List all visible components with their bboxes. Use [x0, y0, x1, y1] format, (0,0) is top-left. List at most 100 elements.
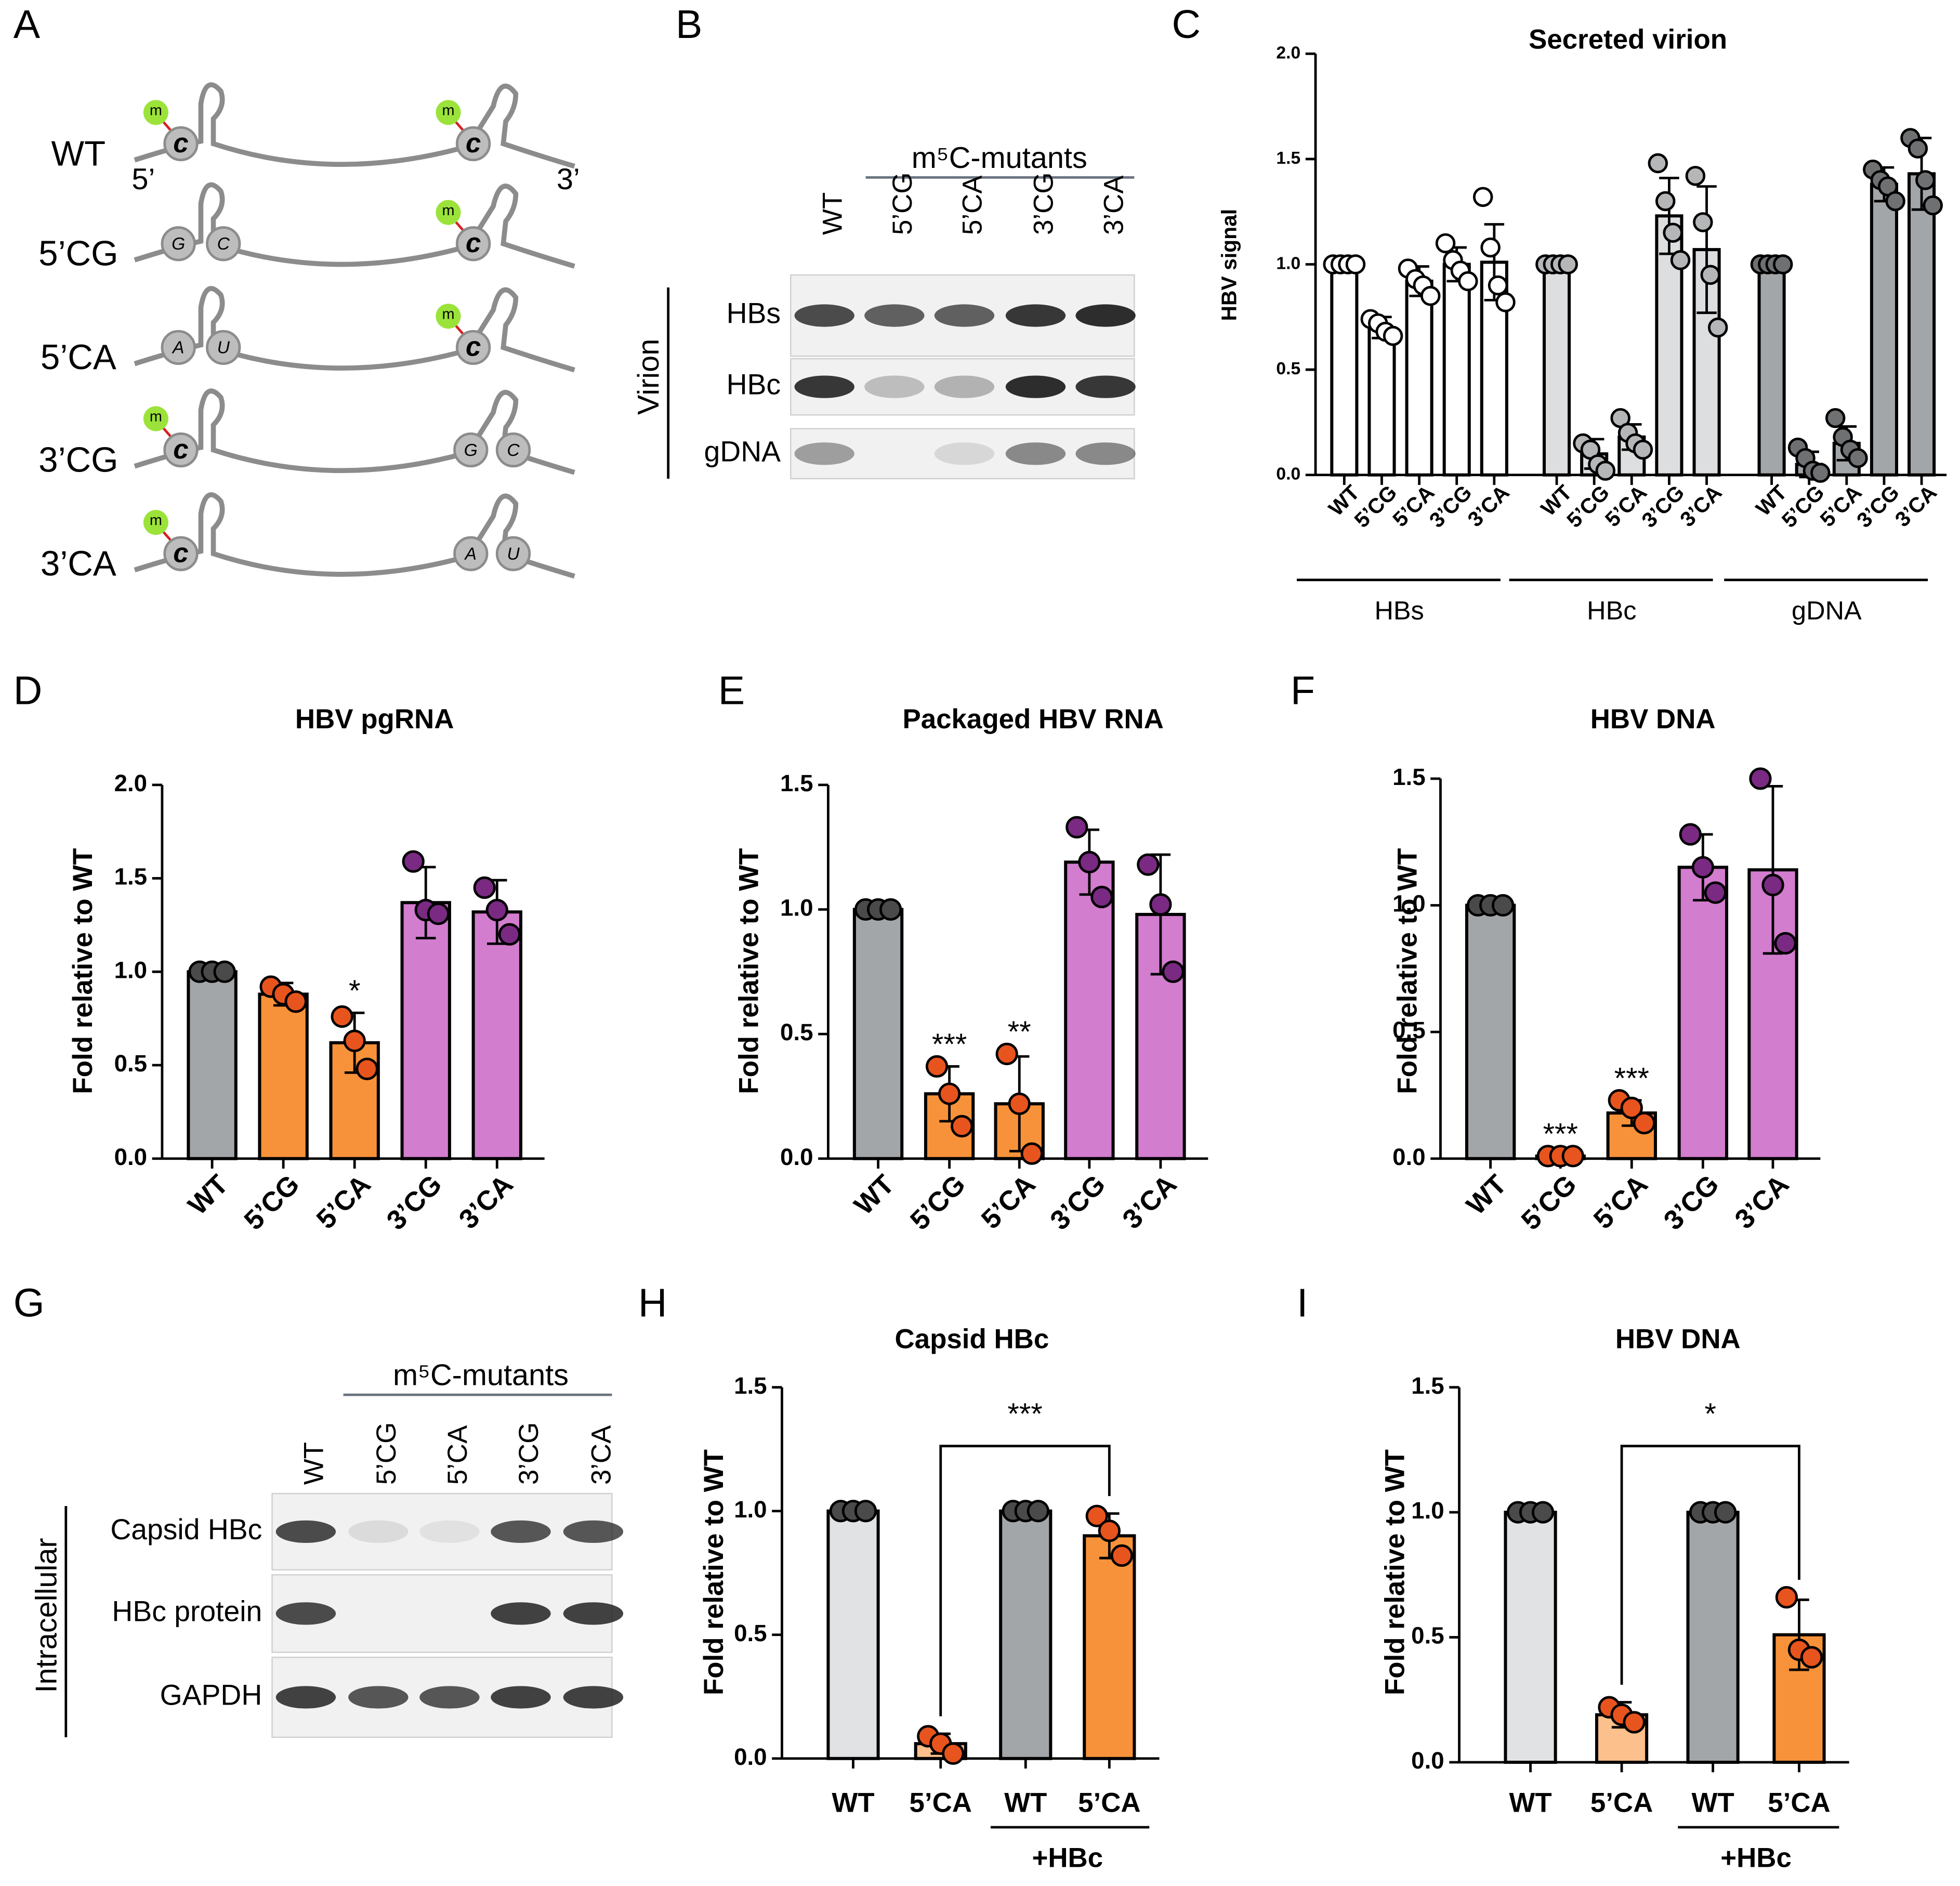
data-point [1749, 767, 1772, 790]
y-axis-label: Fold relative to WT [1392, 848, 1423, 1094]
x-tick-label: 3’CG [1852, 480, 1904, 532]
data-point [1685, 166, 1706, 186]
blot-row-label: HBc [727, 369, 781, 401]
data-point [1383, 326, 1403, 346]
data-point [1810, 463, 1831, 483]
data-point [951, 1115, 974, 1138]
nucleotide [161, 226, 196, 261]
bar [400, 901, 451, 1160]
data-point [1090, 885, 1113, 909]
data-point [995, 1042, 1018, 1066]
bar [1330, 263, 1359, 477]
bar [1367, 326, 1396, 477]
blot-group-label: m⁵C-mutants [912, 141, 1087, 175]
panel-label: A [14, 2, 41, 47]
group-label: +HBc [1720, 1842, 1792, 1873]
y-tick-label: 0.0 [1392, 1144, 1426, 1170]
bar [1677, 866, 1729, 1160]
y-tick-label: 0.0 [734, 1744, 767, 1770]
x-tick-label: 5’CG [1350, 480, 1402, 532]
x-tick-label: 3’CG [381, 1169, 448, 1236]
construct-label: 3’CA [41, 544, 116, 583]
rna-strand [134, 82, 575, 169]
chart-title: HBV pgRNA [295, 704, 454, 735]
data-point [1595, 461, 1616, 481]
significance: *** [1614, 1062, 1649, 1095]
nucleotide-letter: G [172, 234, 185, 254]
data-point [1623, 1711, 1646, 1734]
x-tick-label: 3’CA [1675, 480, 1726, 531]
five-prime: 5’ [131, 163, 155, 196]
data-point [1008, 1092, 1031, 1115]
x-tick-label: WT [832, 1788, 874, 1818]
data-point [485, 899, 508, 922]
data-point [1458, 271, 1478, 292]
data-point [1679, 823, 1702, 846]
y-tick-label: 2.0 [1276, 43, 1300, 62]
bar [999, 1509, 1053, 1760]
y-tick-label: 1.0 [1392, 890, 1426, 917]
data-point [1700, 265, 1721, 285]
y-tick-label: 1.5 [734, 1372, 767, 1399]
data-point [1915, 170, 1936, 190]
x-tick-label: 5’CG [904, 1169, 971, 1236]
bar [258, 992, 309, 1160]
data-point [498, 923, 521, 946]
chart-title: Packaged HBV RNA [902, 704, 1163, 735]
band [1075, 304, 1136, 327]
data-point [1633, 439, 1653, 460]
y-tick-label: 1.0 [1411, 1497, 1444, 1524]
data-point [1848, 448, 1868, 468]
bar [1465, 903, 1516, 1160]
cytidine [455, 330, 491, 365]
y-tick-label: 1.5 [1392, 764, 1426, 790]
x-tick-label: 5’CA [1590, 1788, 1653, 1818]
y-tick-label: 0.5 [1276, 359, 1300, 378]
data-point [356, 1057, 378, 1080]
rna-strand [134, 492, 575, 579]
panel-label: B [676, 2, 702, 47]
lane-label: 5’CA [442, 1425, 473, 1485]
cytidine [455, 226, 491, 261]
group-label: HBs [1374, 595, 1424, 625]
methyl-group [143, 100, 168, 125]
rna-strand [134, 182, 575, 269]
x-tick-label: 5’CG [1562, 480, 1614, 532]
data-point [854, 1500, 877, 1523]
rna-strand [134, 388, 575, 475]
data-point [1531, 1501, 1555, 1524]
x-tick-label: 3’CA [1890, 480, 1941, 531]
data-point [1345, 254, 1366, 274]
cytidine [163, 536, 199, 571]
data-point [1655, 191, 1676, 212]
x-tick-label: 3’CG [1658, 1169, 1725, 1236]
data-point [1472, 187, 1493, 207]
nucleotide-letter: C [507, 441, 520, 460]
x-tick-label: 5’CA [1078, 1788, 1140, 1818]
band [1075, 375, 1136, 398]
data-point [1480, 237, 1501, 258]
nucleotide [495, 432, 531, 468]
bar [1870, 182, 1899, 477]
x-tick-label: 5’CA [311, 1169, 377, 1235]
band [275, 1520, 336, 1543]
band [794, 442, 854, 465]
x-tick-label: 5’CG [239, 1169, 306, 1236]
data-point [1561, 1145, 1584, 1168]
bar [1908, 172, 1936, 477]
data-point [1065, 816, 1088, 839]
methyl-group [436, 100, 461, 125]
band [1005, 442, 1066, 465]
construct-label: 3’CG [38, 440, 118, 479]
nucleotide-letter: A [172, 338, 184, 358]
nucleotide [206, 330, 241, 365]
x-tick-label: 5’CA [910, 1788, 972, 1818]
bar [852, 908, 904, 1160]
data-point [473, 876, 496, 899]
band [934, 304, 995, 327]
data-point [1149, 893, 1172, 916]
y-axis-label: Fold relative to WT [699, 1449, 729, 1695]
data-point [1693, 212, 1713, 232]
data-point [1085, 1504, 1108, 1527]
methyl-letter: m [442, 202, 454, 219]
